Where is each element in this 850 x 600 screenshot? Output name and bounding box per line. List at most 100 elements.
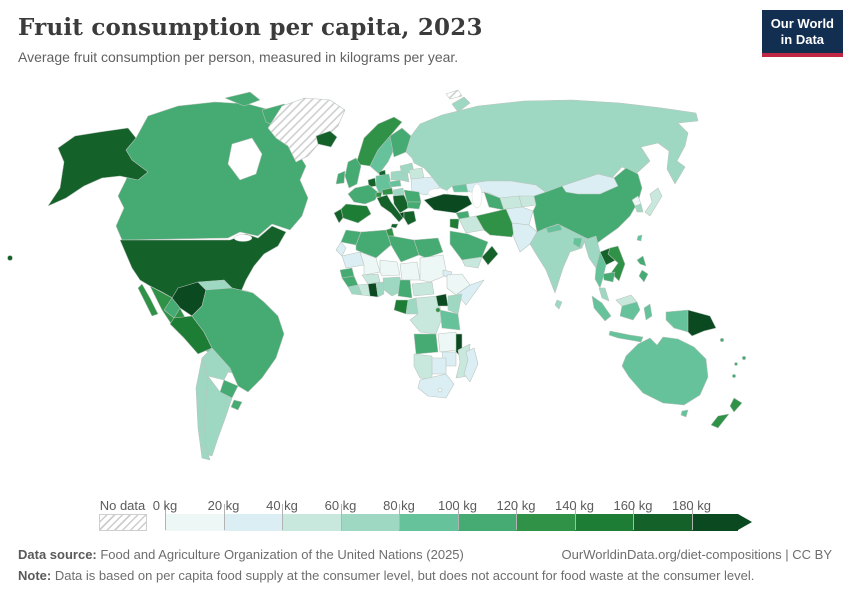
- country-turkey[interactable]: [423, 193, 473, 214]
- country-chile[interactable]: [195, 357, 211, 461]
- country-ireland[interactable]: [335, 170, 346, 185]
- country-fiji[interactable]: [742, 356, 746, 360]
- country-mexico-baja[interactable]: [137, 283, 159, 317]
- country-israel-jordan[interactable]: [449, 218, 460, 230]
- country-canada-arctic-1[interactable]: [224, 91, 261, 107]
- country-indonesia-kalimantan[interactable]: [619, 301, 641, 321]
- country-italy[interactable]: [376, 194, 404, 223]
- country-canada[interactable]: [115, 101, 309, 241]
- country-hawaii[interactable]: [7, 255, 13, 261]
- country-uganda[interactable]: [435, 293, 449, 307]
- country-zambia[interactable]: [437, 331, 459, 353]
- legend-segment-7[interactable]: [574, 514, 633, 531]
- country-yemen[interactable]: [461, 256, 483, 269]
- country-kyrgyzstan-tajikistan[interactable]: [518, 195, 537, 208]
- country-central-african-republic[interactable]: [411, 281, 435, 297]
- country-czechia[interactable]: [388, 179, 402, 188]
- country-solomon-islands[interactable]: [720, 338, 724, 342]
- country-burkina-faso[interactable]: [361, 273, 381, 285]
- country-spain[interactable]: [340, 203, 372, 224]
- country-bolivia[interactable]: [201, 347, 231, 381]
- country-western-balkans[interactable]: [392, 194, 409, 214]
- country-united-kingdom[interactable]: [344, 157, 362, 189]
- country-kenya[interactable]: [447, 293, 463, 315]
- country-philippines-mindanao[interactable]: [638, 269, 649, 283]
- country-novaya-zemlya[interactable]: [451, 96, 471, 113]
- country-somalia[interactable]: [455, 279, 485, 306]
- legend-segment-1[interactable]: [223, 514, 282, 531]
- country-angola[interactable]: [413, 333, 439, 355]
- country-indonesia-java[interactable]: [608, 330, 644, 343]
- country-indonesia-sulawesi[interactable]: [643, 303, 653, 321]
- country-japan[interactable]: [644, 187, 663, 217]
- country-austria[interactable]: [381, 187, 394, 196]
- legend-segment-0[interactable]: [165, 514, 224, 531]
- country-chad[interactable]: [399, 261, 421, 281]
- country-togo-benin[interactable]: [375, 281, 385, 298]
- country-portugal[interactable]: [333, 208, 344, 224]
- country-svalbard[interactable]: [445, 89, 463, 100]
- country-afghanistan[interactable]: [505, 206, 534, 226]
- country-india[interactable]: [529, 223, 587, 294]
- country-bangladesh[interactable]: [572, 237, 583, 249]
- country-botswana[interactable]: [429, 357, 447, 375]
- country-caucasus[interactable]: [451, 183, 469, 193]
- country-tanzania[interactable]: [439, 309, 461, 331]
- country-iceland[interactable]: [315, 130, 338, 148]
- country-namibia[interactable]: [413, 353, 433, 381]
- country-oman[interactable]: [481, 245, 499, 266]
- country-tasmania[interactable]: [680, 409, 689, 418]
- country-mali[interactable]: [359, 251, 381, 276]
- country-lesotho[interactable]: [437, 387, 443, 393]
- country-new-zealand-north[interactable]: [729, 397, 743, 413]
- legend-segment-2[interactable]: [282, 514, 341, 531]
- country-south-korea[interactable]: [634, 203, 644, 213]
- country-nepal[interactable]: [545, 223, 563, 234]
- country-gabon[interactable]: [393, 299, 409, 315]
- country-vanuatu[interactable]: [734, 362, 738, 366]
- country-south-africa[interactable]: [417, 373, 455, 399]
- country-cameroon[interactable]: [397, 279, 413, 299]
- country-romania[interactable]: [403, 189, 422, 203]
- country-mongolia[interactable]: [561, 173, 619, 195]
- country-nigeria[interactable]: [382, 276, 403, 297]
- country-papua-new-guinea[interactable]: [687, 309, 717, 337]
- country-france[interactable]: [347, 184, 380, 205]
- country-brazil[interactable]: [191, 287, 285, 393]
- country-switzerland[interactable]: [375, 191, 383, 198]
- country-peninsular-malaysia[interactable]: [598, 287, 610, 302]
- country-tunisia[interactable]: [385, 227, 395, 237]
- country-rwanda-burundi[interactable]: [435, 307, 441, 313]
- country-cambodia[interactable]: [602, 271, 616, 283]
- country-new-zealand-south[interactable]: [710, 413, 730, 429]
- country-indonesia-sumatra[interactable]: [591, 295, 612, 322]
- legend-segment-5[interactable]: [457, 514, 516, 531]
- legend-no-data-swatch[interactable]: [99, 514, 147, 531]
- country-taiwan[interactable]: [636, 234, 643, 242]
- legend-segment-4[interactable]: [399, 514, 458, 531]
- country-hungary[interactable]: [392, 187, 405, 197]
- country-sicily[interactable]: [390, 223, 399, 229]
- country-russia[interactable]: [405, 99, 699, 194]
- country-australia[interactable]: [621, 336, 709, 406]
- legend-segment-3[interactable]: [340, 514, 399, 531]
- owid-logo[interactable]: Our World in Data: [761, 10, 843, 57]
- country-bulgaria[interactable]: [406, 201, 422, 210]
- country-philippines-luzon[interactable]: [636, 255, 647, 267]
- country-niger[interactable]: [379, 259, 401, 277]
- country-belarus[interactable]: [408, 167, 425, 180]
- legend-segment-8[interactable]: [633, 514, 692, 531]
- country-saudi-arabia[interactable]: [449, 230, 489, 261]
- country-egypt[interactable]: [413, 237, 444, 259]
- country-alaska[interactable]: [47, 127, 149, 207]
- country-sudan[interactable]: [419, 254, 448, 283]
- country-sri-lanka[interactable]: [554, 299, 563, 310]
- owid-link[interactable]: OurWorldinData.org/diet-compositions | C…: [561, 547, 832, 562]
- country-indonesia-papua[interactable]: [665, 309, 689, 333]
- legend-segment-9[interactable]: [691, 514, 738, 531]
- country-greece[interactable]: [403, 210, 417, 226]
- country-western-sahara[interactable]: [335, 241, 347, 257]
- legend-segment-6[interactable]: [516, 514, 575, 531]
- country-madagascar[interactable]: [463, 347, 479, 383]
- country-thailand[interactable]: [594, 251, 607, 289]
